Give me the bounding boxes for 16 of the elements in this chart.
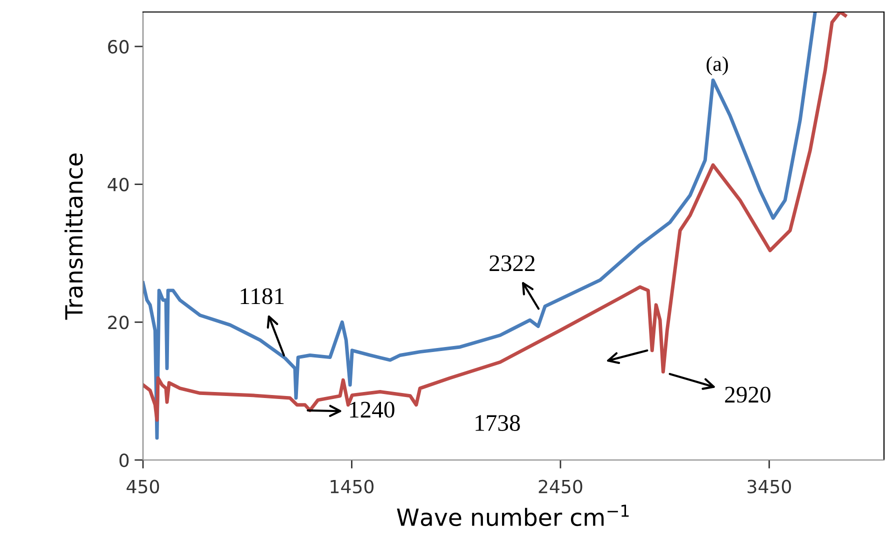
annotation: 2322 — [490, 255, 535, 272]
x-tick-label: 2450 — [538, 480, 582, 494]
x-axis-title: Wave number cm$^{−1}$ — [396, 504, 629, 526]
y-tick-label: 40 — [108, 178, 129, 192]
annotation: 1181 — [240, 288, 284, 304]
annotation: 1240 — [350, 402, 394, 418]
y-axis-title: Transmittance — [64, 154, 83, 320]
annotation: (a) — [706, 56, 728, 76]
x-tick-label: 3450 — [748, 480, 791, 494]
y-tick-label: 0 — [120, 453, 129, 468]
annotation: 1738 — [476, 415, 520, 431]
x-tick-label: 450 — [126, 480, 160, 494]
y-tick-label: 20 — [108, 316, 129, 330]
x-tick-label: 1450 — [330, 480, 374, 494]
y-tick-label: 60 — [108, 40, 129, 54]
annotation: 2920 — [725, 386, 770, 403]
